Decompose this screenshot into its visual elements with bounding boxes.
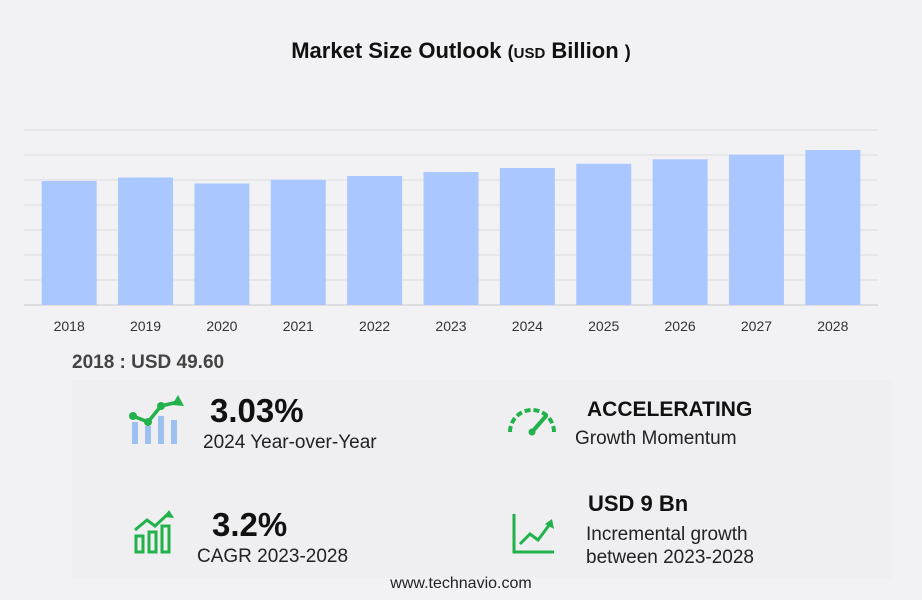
bar-2022 — [347, 176, 403, 305]
stats-panel — [72, 380, 892, 578]
bar-2018 — [41, 181, 97, 305]
yoy-label: 2024 Year-over-Year — [203, 432, 377, 453]
cagr-label: CAGR 2023-2028 — [197, 546, 349, 567]
line-growth-icon — [512, 514, 554, 554]
x-tick-label-2022: 2022 — [359, 318, 390, 334]
momentum-label: Growth Momentum — [575, 428, 737, 449]
x-tick-label-2024: 2024 — [512, 318, 543, 334]
bar-2027 — [728, 154, 784, 305]
bar-2025 — [576, 163, 632, 305]
speedometer-icon — [508, 408, 556, 436]
bar-2020 — [194, 183, 250, 305]
chart-title-unit-open: ( — [507, 42, 514, 62]
x-tick-label-2023: 2023 — [435, 318, 466, 334]
yoy-label-wrap: 2024 Year-over-Year — [203, 432, 377, 455]
x-tick-label-2021: 2021 — [283, 318, 314, 334]
bar-chart: 2018 2019 2020 2021 2022 2023 2024 2025 2026 2027… — [24, 129, 878, 334]
x-tick-label-2026: 2026 — [665, 318, 696, 334]
cagr-stat: 3.2% — [212, 508, 287, 541]
cagr-value: 3.2% — [212, 506, 288, 543]
x-tick-label-2027: 2027 — [741, 318, 772, 334]
incr-value: USD 9 Bn — [588, 491, 689, 516]
incr-label-wrap: Incremental growth between 2023-2028 — [586, 524, 754, 570]
chart-title: Market Size Outlook (USD Billion ) — [0, 38, 922, 64]
bar-2028 — [805, 150, 861, 305]
incr-stat: USD 9 Bn — [588, 493, 688, 515]
footer-url: www.technavio.com — [390, 575, 532, 592]
bar-2019 — [118, 177, 174, 305]
chart-title-unit-word: Billion — [551, 38, 619, 63]
x-tick-label-2025: 2025 — [588, 318, 619, 334]
x-tick-label-2020: 2020 — [206, 318, 237, 334]
x-tick-label-2018: 2018 — [54, 318, 85, 334]
bar-growth-icon — [134, 510, 174, 554]
bar-2021 — [270, 179, 326, 305]
incr-label-2: between 2023-2028 — [586, 546, 754, 568]
chart-title-unit-close: ) — [624, 42, 631, 62]
bar-2026 — [652, 159, 708, 305]
trend-chart-icon — [129, 395, 184, 444]
momentum-label-wrap: Growth Momentum — [575, 428, 737, 451]
x-tick-label-2028: 2028 — [817, 318, 848, 334]
momentum-value: ACCELERATING — [587, 398, 753, 421]
incr-label-1: Incremental growth — [586, 524, 748, 545]
cagr-label-wrap: CAGR 2023-2028 — [197, 546, 348, 569]
chart-title-unit-usd: USD — [513, 45, 546, 62]
yoy-stat: 3.03% — [210, 394, 304, 427]
base-year-value: 2018 : USD 49.60 — [72, 352, 225, 373]
chart-title-main: Market Size Outlook — [291, 38, 502, 63]
momentum-stat: ACCELERATING — [587, 399, 752, 420]
yoy-value: 3.03% — [210, 392, 304, 429]
bar-2024 — [499, 168, 555, 305]
x-tick-label-2019: 2019 — [130, 318, 161, 334]
bar-2023 — [423, 172, 479, 305]
